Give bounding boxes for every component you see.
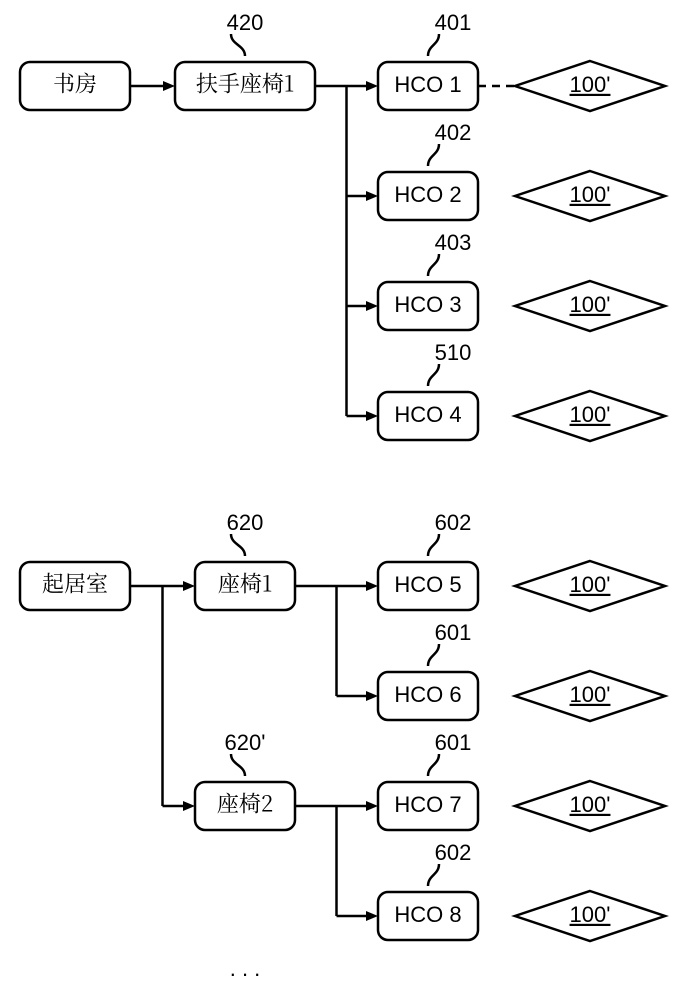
hco1-label: HCO 1 <box>394 72 461 97</box>
diamond-label: 100' <box>570 682 611 707</box>
hco4-label: HCO 4 <box>394 402 461 427</box>
hco6-ref: 601 <box>435 620 472 645</box>
ref-lead <box>428 254 439 276</box>
hco3-label: HCO 3 <box>394 292 461 317</box>
hco2-ref: 402 <box>435 120 472 145</box>
ref-lead <box>231 34 245 56</box>
hco1-ref: 401 <box>435 10 472 35</box>
arrow-head <box>366 301 378 311</box>
arrow-head <box>366 801 378 811</box>
diamond-label: 100' <box>570 72 611 97</box>
diamond-label: 100' <box>570 402 611 427</box>
hco6-label: HCO 6 <box>394 682 461 707</box>
arrow-head <box>183 581 195 591</box>
hco7-ref: 601 <box>435 730 472 755</box>
arrow-head <box>366 191 378 201</box>
ref-lead <box>428 534 439 556</box>
hco4-ref: 510 <box>435 340 472 365</box>
ellipsis: . . . <box>230 956 261 981</box>
ref-lead <box>428 754 439 776</box>
diamond-label: 100' <box>570 572 611 597</box>
ref-lead <box>428 644 439 666</box>
chair-2-ref: 620' <box>225 730 266 755</box>
hco8-label: HCO 8 <box>394 902 461 927</box>
hco2-label: HCO 2 <box>394 182 461 207</box>
room-study-label: 书房 <box>53 68 97 99</box>
hco8-ref: 602 <box>435 840 472 865</box>
chair-1-ref: 620 <box>227 510 264 535</box>
arrow-head <box>366 691 378 701</box>
ref-lead <box>428 364 439 386</box>
arrow-head <box>366 911 378 921</box>
ref-lead <box>428 144 439 166</box>
chair-1-label: 座椅1 <box>218 568 272 599</box>
ref-lead <box>231 534 245 556</box>
arrow-head <box>366 81 378 91</box>
ref-lead <box>428 34 439 56</box>
hco7-label: HCO 7 <box>394 792 461 817</box>
chair-arm1-label: 扶手座椅1 <box>196 68 294 99</box>
diamond-label: 100' <box>570 902 611 927</box>
diamond-label: 100' <box>570 792 611 817</box>
arrow-head <box>366 581 378 591</box>
chair-2-label: 座椅2 <box>217 788 273 819</box>
hco5-label: HCO 5 <box>394 572 461 597</box>
arrow-head <box>163 81 175 91</box>
diamond-label: 100' <box>570 182 611 207</box>
ref-lead <box>428 864 439 886</box>
arrow-head <box>366 411 378 421</box>
chair-arm1-ref: 420 <box>227 10 264 35</box>
arrow-head <box>183 801 195 811</box>
hco3-ref: 403 <box>435 230 472 255</box>
ref-lead <box>231 754 245 776</box>
hco5-ref: 602 <box>435 510 472 535</box>
room-living-label: 起居室 <box>42 568 108 599</box>
diamond-label: 100' <box>570 292 611 317</box>
